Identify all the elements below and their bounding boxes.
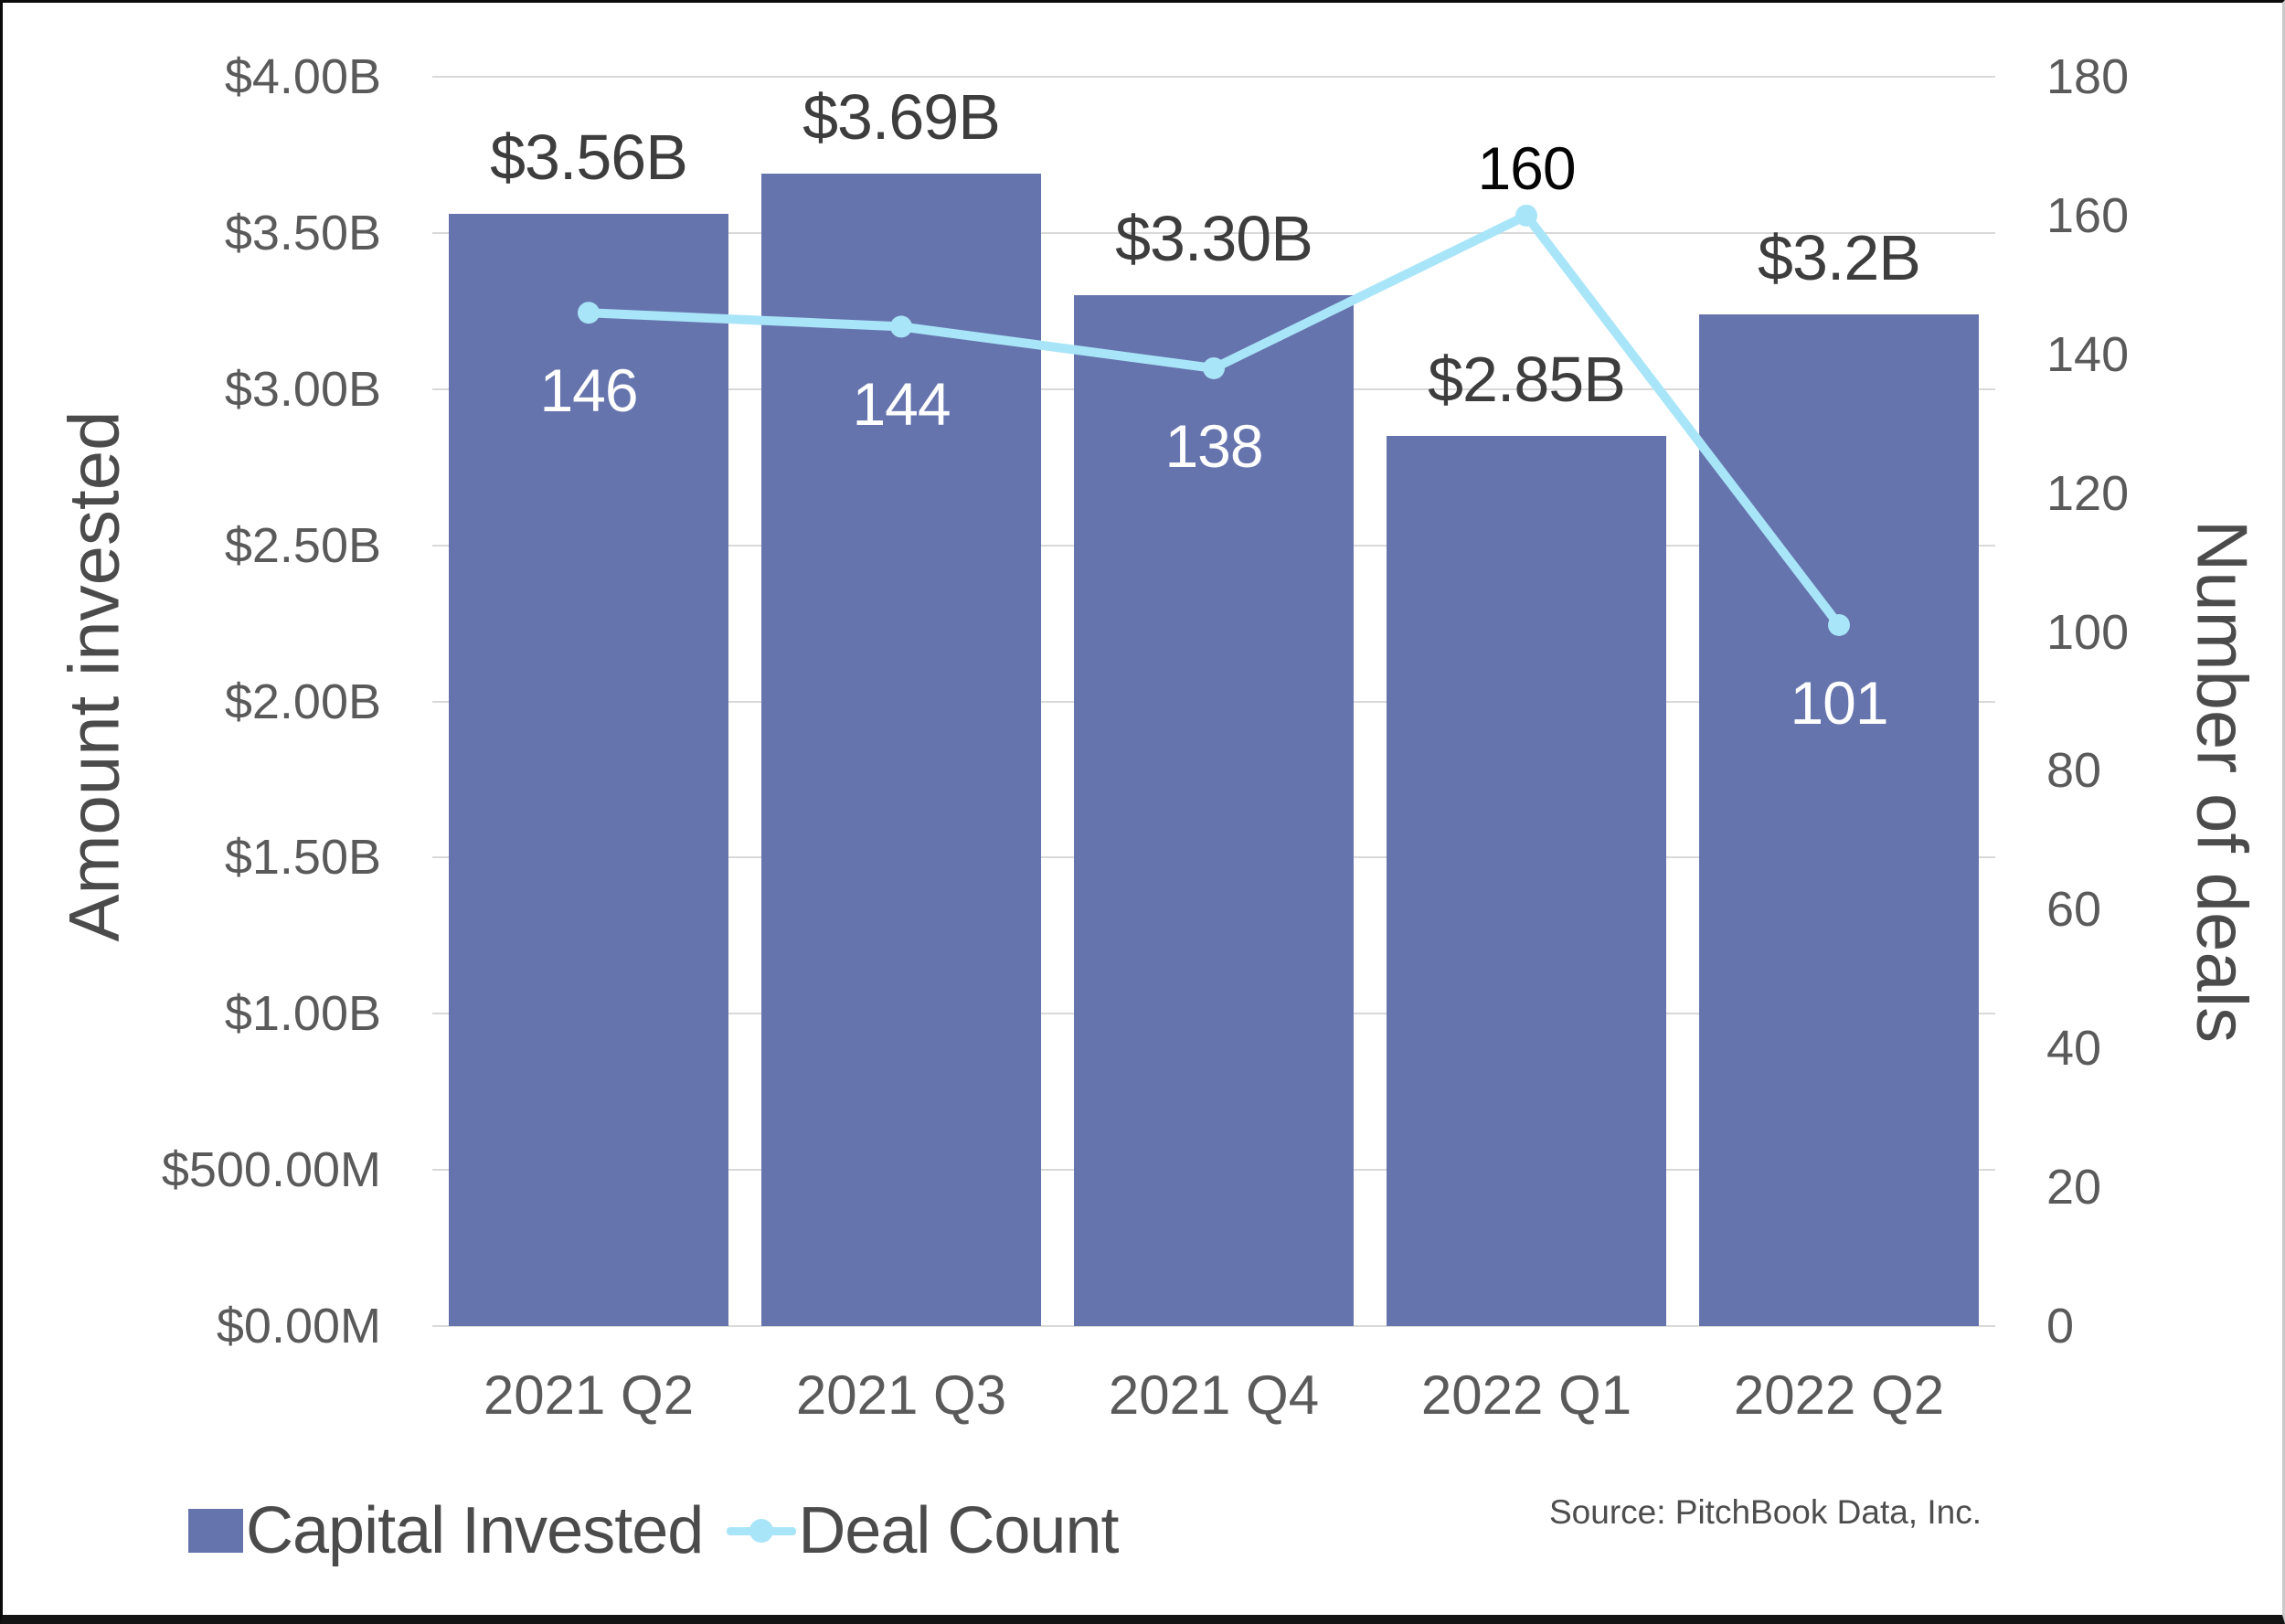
- left-axis-tick-label: $1.50B: [224, 830, 381, 886]
- deal-count-label: 146: [539, 356, 638, 425]
- x-axis-category-label: 2021 Q3: [795, 1364, 1007, 1426]
- bar-capital-invested: [449, 214, 728, 1326]
- gridline: [432, 76, 1995, 78]
- x-axis-category-label: 2021 Q2: [483, 1364, 695, 1426]
- legend-marker-deal-count-icon: [727, 1518, 797, 1544]
- x-axis-labels: 2021 Q2 2021 Q3 2021 Q4 2022 Q1 2022 Q2: [3, 3, 2282, 1615]
- right-axis-tick-label: 100: [2046, 604, 2130, 660]
- right-axis-tick-label: 180: [2046, 49, 2130, 104]
- right-axis-ticks: 180 160 140 120 100 80 60 40 20 0: [2046, 3, 2248, 1615]
- deal-count-point: [1515, 204, 1537, 227]
- deal-count-point: [1828, 613, 1850, 636]
- right-axis-tick-label: 80: [2046, 743, 2102, 799]
- bar-value-label: $3.30B: [1115, 203, 1313, 275]
- bar-capital-invested: [761, 173, 1041, 1326]
- deal-count-line: [578, 204, 1850, 636]
- right-axis-tick-label: 0: [2046, 1299, 2075, 1353]
- bar-value-label: $3.2B: [1758, 221, 1921, 293]
- left-axis-ticks: $4.00B $3.50B $3.00B $2.50B $2.00B $1.50B $1.0…: [3, 3, 381, 1615]
- left-axis-tick-label: $3.50B: [224, 205, 381, 260]
- deal-count-label: 138: [1164, 411, 1263, 480]
- left-axis-tick-label: $500.00M: [161, 1142, 381, 1198]
- deal-count-point: [578, 302, 600, 324]
- right-axis-tick-label: 140: [2046, 326, 2130, 382]
- x-axis-category-label: 2022 Q1: [1420, 1364, 1632, 1426]
- x-axis-category-label: 2022 Q2: [1733, 1364, 1945, 1426]
- bar-capital-invested: [1074, 295, 1354, 1326]
- right-axis-tick-label: 40: [2046, 1021, 2102, 1077]
- bar-value-label: $2.85B: [1428, 344, 1626, 415]
- bar-capital-invested: [1699, 313, 1979, 1326]
- deal-count-label: 160: [1477, 133, 1576, 202]
- right-axis-tick-label: 160: [2046, 187, 2130, 243]
- deal-count-label: 144: [852, 370, 951, 439]
- legend-label-capital-invested: Capital Invested: [246, 1494, 704, 1567]
- legend-label-deal-count: Deal Count: [798, 1494, 1119, 1567]
- legend-line-dot: [749, 1519, 774, 1543]
- right-axis-tick-label: 120: [2046, 465, 2130, 521]
- plot-area: $3.56B $3.69B $3.30B $2.85B $3.2B 146 144 138 16…: [432, 76, 1995, 1327]
- bar-value-label: $3.69B: [802, 80, 1001, 153]
- left-axis-tick-label: $4.00B: [224, 49, 381, 104]
- left-axis-tick-label: $0.00M: [216, 1299, 381, 1353]
- bar-value-label: $3.56B: [490, 122, 688, 194]
- source-attribution: Source: PitchBook Data, Inc.: [1548, 1493, 1982, 1531]
- left-axis-tick-label: $2.00B: [224, 674, 381, 729]
- deal-count-label: 101: [1790, 668, 1888, 737]
- x-axis-category-label: 2021 Q4: [1108, 1364, 1320, 1426]
- left-axis-tick-label: $1.00B: [224, 986, 381, 1042]
- gridline: [432, 1325, 1995, 1327]
- right-axis-tick-label: 20: [2046, 1160, 2102, 1215]
- deal-count-point: [1203, 356, 1225, 379]
- bar-capital-invested: [1387, 436, 1666, 1326]
- gridline: [432, 231, 1995, 234]
- left-axis-tick-label: $2.50B: [224, 517, 381, 573]
- left-axis-tick-label: $3.00B: [224, 361, 381, 417]
- deal-count-point: [890, 315, 912, 338]
- legend-swatch-capital-invested: [188, 1509, 243, 1553]
- legend: Capital Invested Deal Count: [188, 1494, 1120, 1567]
- right-axis-tick-label: 60: [2046, 882, 2102, 938]
